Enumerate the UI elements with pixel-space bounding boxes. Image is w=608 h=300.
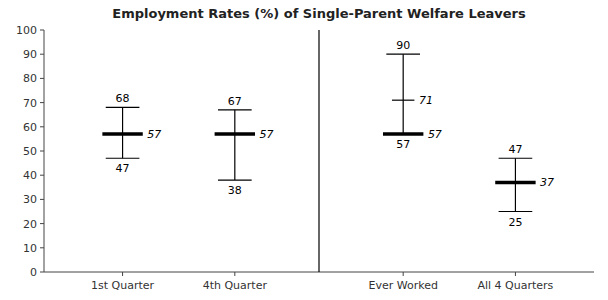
range-line [515, 158, 516, 211]
y-tick-label: 0 [30, 266, 37, 279]
y-tick-label: 60 [23, 121, 37, 134]
range-line [403, 54, 404, 134]
y-tick [40, 54, 44, 55]
extra-tick [392, 100, 414, 101]
title: Employment Rates (%) of Single-Parent We… [112, 6, 526, 21]
y-tick [40, 151, 44, 152]
range-group [495, 158, 535, 211]
high-cap [386, 54, 420, 55]
marks [102, 54, 535, 211]
data-label: 90 [396, 39, 410, 52]
low-cap [499, 211, 533, 212]
y-tick-label: 70 [23, 97, 37, 110]
x-tick-label: Ever Worked [368, 279, 437, 292]
y-tick [40, 247, 44, 248]
y-tick [40, 30, 44, 31]
data-label: 47 [116, 162, 130, 175]
high-cap [218, 109, 252, 110]
x-tick [234, 272, 235, 276]
y-tick [40, 199, 44, 200]
low-cap [218, 179, 252, 180]
data-labels: 68 57 47 67 57 38 90 57 57 71 47 37 25 [116, 39, 555, 228]
y-tick-label: 40 [23, 169, 37, 182]
mid-bar [102, 132, 142, 136]
range-group [215, 110, 255, 180]
y-tick [40, 102, 44, 103]
chart-container: Employment Rates (%) of Single-Parent We… [0, 0, 608, 300]
range-group [383, 54, 423, 134]
x-tick [515, 272, 516, 276]
x-tick-label: 4th Quarter [203, 279, 268, 292]
high-cap [106, 107, 140, 108]
x-tick-label: 1st Quarter [91, 279, 155, 292]
range-line [234, 110, 235, 180]
mid-bar [383, 132, 423, 136]
x-axis: 1st Quarter 4th Quarter Ever Worked All 4 Q… [44, 272, 594, 292]
mid-bar [215, 132, 255, 136]
y-tick-label: 30 [23, 193, 37, 206]
y-tick [40, 272, 44, 273]
y-tick-label: 10 [23, 242, 37, 255]
data-label: 38 [228, 184, 242, 197]
data-label: 57 [147, 128, 161, 141]
data-label: 67 [228, 95, 242, 108]
y-tick-label: 80 [23, 72, 37, 85]
high-cap [499, 158, 533, 159]
y-tick-label: 50 [23, 145, 37, 158]
data-label: 68 [116, 92, 130, 105]
data-label: 57 [428, 128, 442, 141]
y-tick [40, 175, 44, 176]
data-label: 57 [260, 128, 274, 141]
data-label: 25 [508, 216, 522, 229]
data-label: 71 [419, 94, 433, 107]
y-tick-label: 90 [23, 48, 37, 61]
mid-bar [495, 181, 535, 185]
y-tick-label: 100 [16, 24, 37, 37]
y-tick [40, 223, 44, 224]
chart: Employment Rates (%) of Single-Parent We… [0, 0, 608, 300]
low-cap [106, 158, 140, 159]
data-label: 47 [508, 143, 522, 156]
y-tick-label: 20 [23, 218, 37, 231]
data-label: 37 [540, 176, 554, 189]
x-tick [403, 272, 404, 276]
range-group [102, 107, 142, 158]
y-axis: 0 10 20 30 40 50 60 70 80 90 100 [16, 24, 44, 279]
y-tick [40, 126, 44, 127]
x-tick-label: All 4 Quarters [477, 279, 553, 292]
group-divider [318, 30, 319, 272]
data-label: 57 [396, 138, 410, 151]
y-tick [40, 78, 44, 79]
x-tick [122, 272, 123, 276]
